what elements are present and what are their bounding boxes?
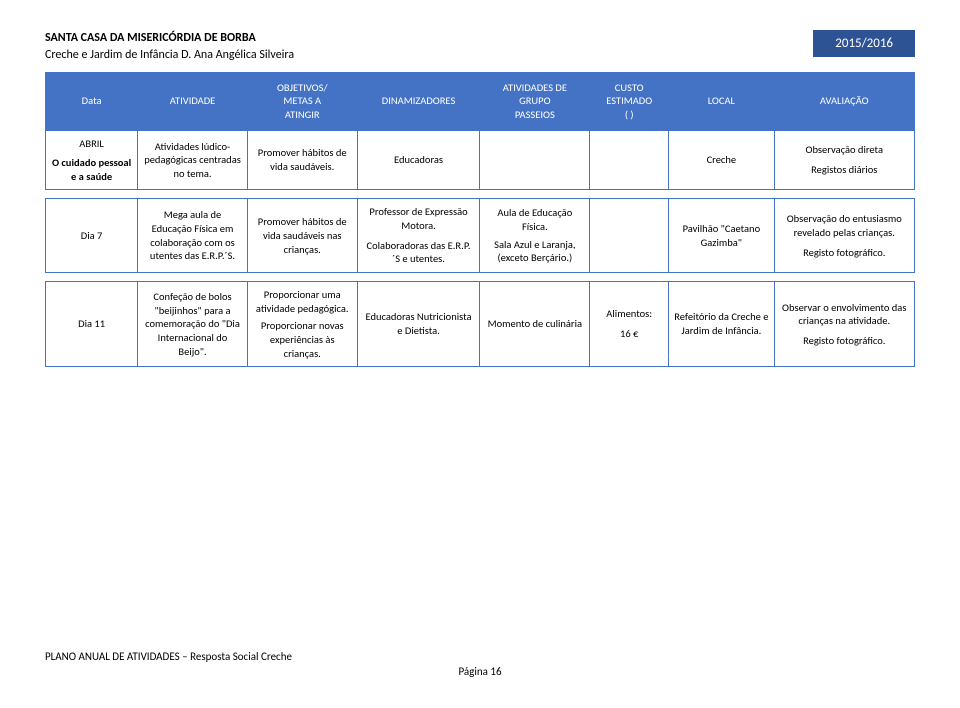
cell-local: Pavilhão "Caetano Gazimba": [669, 199, 774, 273]
activities-table-2: Dia 7 Mega aula de Educação Física em co…: [45, 198, 915, 273]
cell-custo: [590, 130, 669, 190]
cell-local: Creche: [669, 130, 774, 190]
cell-atividade: Confeção de bolos "beijinhos" para a com…: [138, 282, 248, 367]
year-badge: 2015/2016: [813, 30, 915, 57]
header: SANTA CASA DA MISERICÓRDIA DE BORBA Crec…: [45, 30, 915, 64]
cell-grupo: Momento de culinária: [480, 282, 590, 367]
table-row: ABRIL O cuidado pessoal e a saúde Ativid…: [46, 130, 915, 190]
cell-dinamizadores: Educadoras: [357, 130, 480, 190]
cell-avaliacao: Observação direta Registos diários: [774, 130, 915, 190]
cell-avaliacao: Observação do entusiasmo revelado pelas …: [774, 199, 915, 273]
col-local: LOCAL: [669, 72, 774, 130]
col-objetivos: OBJETIVOS/ METAS A ATINGIR: [247, 72, 357, 130]
col-custo: CUSTO ESTIMADO ( ): [590, 72, 669, 130]
table-row: Dia 11 Confeção de bolos "beijinhos" par…: [46, 282, 915, 367]
cell-custo: [590, 199, 669, 273]
cell-atividade: Mega aula de Educação Física em colabora…: [138, 199, 248, 273]
cell-dinamizadores: Professor de Expressão Motora. Colaborad…: [357, 199, 480, 273]
cell-local: Refeitório da Creche e Jardim de Infânci…: [669, 282, 774, 367]
header-subtitle: Creche e Jardim de Infância D. Ana Angél…: [45, 47, 294, 64]
cell-objetivos: Proporcionar uma atividade pedagógica. P…: [247, 282, 357, 367]
cell-dinamizadores: Educadoras Nutricionista e Dietista.: [357, 282, 480, 367]
cell-custo: Alimentos: 16 €: [590, 282, 669, 367]
cell-data: Dia 7: [46, 199, 138, 273]
footer-text: PLANO ANUAL DE ATIVIDADES – Resposta Soc…: [45, 650, 915, 663]
table-header-row: Data ATIVIDADE OBJETIVOS/ METAS A ATINGI…: [46, 72, 915, 130]
cell-objetivos: Promover hábitos de vida saudáveis nas c…: [247, 199, 357, 273]
header-title: SANTA CASA DA MISERICÓRDIA DE BORBA: [45, 30, 294, 47]
cell-data: Dia 11: [46, 282, 138, 367]
col-dinamizadores: DINAMIZADORES: [357, 72, 480, 130]
header-left: SANTA CASA DA MISERICÓRDIA DE BORBA Crec…: [45, 30, 294, 64]
cell-avaliacao: Observar o envolvimento das crianças na …: [774, 282, 915, 367]
cell-data: ABRIL O cuidado pessoal e a saúde: [46, 130, 138, 190]
cell-grupo: [480, 130, 590, 190]
table-row: Dia 7 Mega aula de Educação Física em co…: [46, 199, 915, 273]
activities-table-1: Data ATIVIDADE OBJETIVOS/ METAS A ATINGI…: [45, 72, 915, 191]
col-grupo: ATIVIDADES DE GRUPO PASSEIOS: [480, 72, 590, 130]
col-atividade: ATIVIDADE: [138, 72, 248, 130]
col-avaliacao: AVALIAÇÃO: [774, 72, 915, 130]
footer: PLANO ANUAL DE ATIVIDADES – Resposta Soc…: [45, 650, 915, 678]
cell-grupo: Aula de Educação Física. Sala Azul e Lar…: [480, 199, 590, 273]
activities-table-3: Dia 11 Confeção de bolos "beijinhos" par…: [45, 281, 915, 367]
col-data: Data: [46, 72, 138, 130]
footer-page: Página 16: [45, 665, 915, 678]
cell-atividade: Atividades lúdico-pedagógicas centradas …: [138, 130, 248, 190]
cell-objetivos: Promover hábitos de vida saudáveis.: [247, 130, 357, 190]
